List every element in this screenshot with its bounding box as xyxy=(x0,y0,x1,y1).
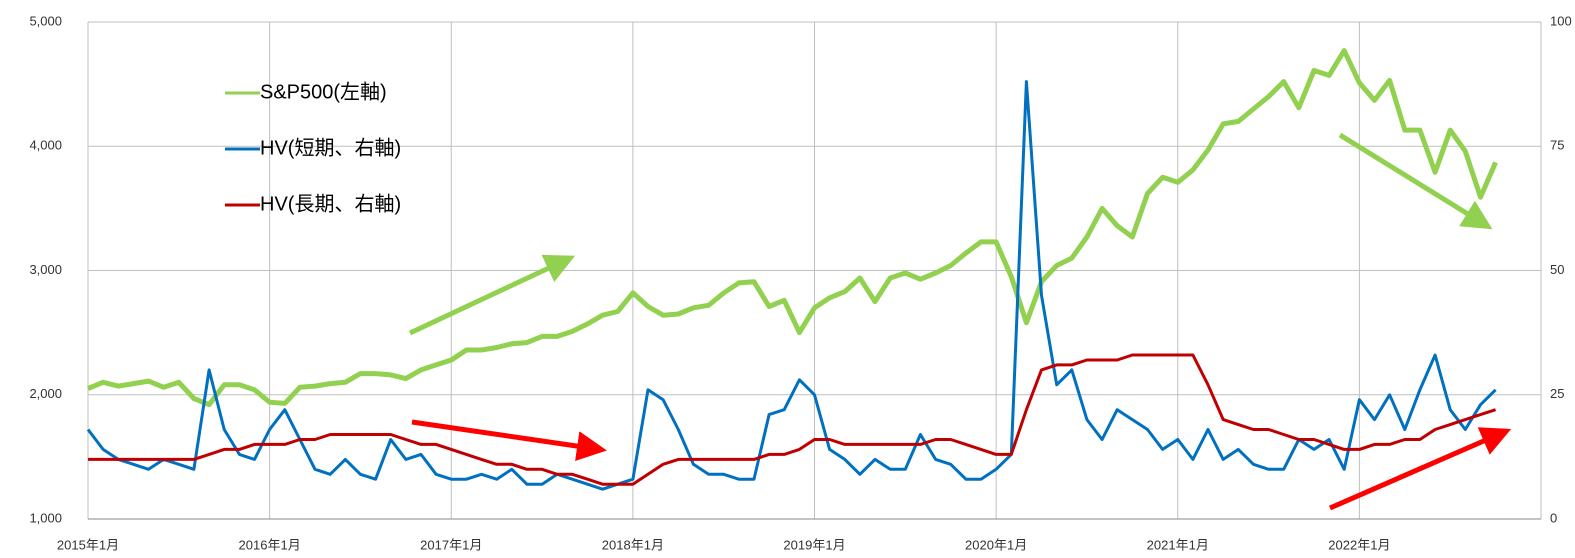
x-tick-label: 2020年1月 xyxy=(965,537,1027,552)
y2-tick-label: 100 xyxy=(1550,13,1572,28)
legend-label: HV(長期、右軸) xyxy=(260,192,401,215)
x-tick-label: 2017年1月 xyxy=(420,537,482,552)
arrow xyxy=(408,254,576,336)
y-tick-label: 2,000 xyxy=(29,386,62,401)
y-tick-label: 4,000 xyxy=(29,138,62,153)
y2-tick-label: 0 xyxy=(1550,510,1557,525)
legend-label: S&P500(左軸) xyxy=(260,80,387,103)
y2-tick-label: 50 xyxy=(1550,262,1564,277)
x-tick-label: 2022年1月 xyxy=(1328,537,1390,552)
arrow xyxy=(411,419,607,461)
lines xyxy=(86,48,1498,491)
series-line xyxy=(87,48,1498,408)
y-tick-label: 5,000 xyxy=(29,13,62,28)
x-tick-label: 2015年1月 xyxy=(57,537,119,552)
x-tick-label: 2019年1月 xyxy=(783,537,845,552)
x-tick-label: 2021年1月 xyxy=(1147,537,1209,552)
y2-tick-label: 25 xyxy=(1550,386,1564,401)
y-tick-label: 3,000 xyxy=(29,262,62,277)
x-tick-label: 2016年1月 xyxy=(239,537,301,552)
arrow xyxy=(1338,132,1493,230)
grid: 1,000 2,000 3,000 4,000 5,000 0 25 50 75 100 2015年… xyxy=(29,13,1571,552)
series-line xyxy=(88,353,1497,486)
series-line xyxy=(86,80,1497,491)
legend-label: HV(短期、右軸) xyxy=(260,136,401,159)
arrow xyxy=(1329,427,1512,511)
legend: S&P500(左軸) HV(短期、右軸) HV(長期、右軸) xyxy=(225,80,401,215)
y-tick-label: 1,000 xyxy=(29,510,62,525)
annotations xyxy=(408,132,1512,511)
x-tick-label: 2018年1月 xyxy=(602,537,664,552)
y2-tick-label: 75 xyxy=(1550,138,1564,153)
